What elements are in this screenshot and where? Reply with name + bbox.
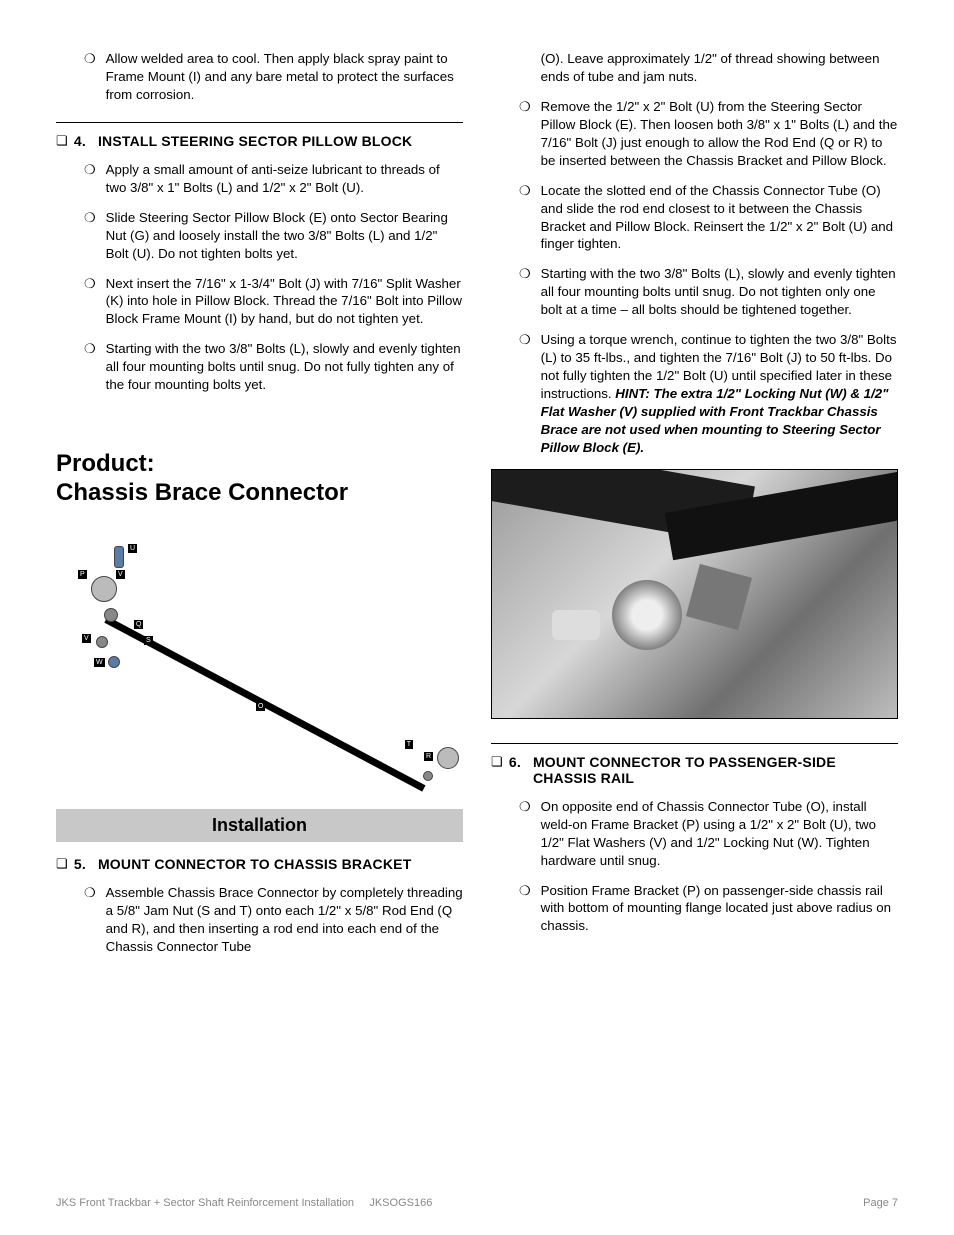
section-divider <box>56 122 463 123</box>
circle-bullet-icon: ❍ <box>84 275 96 329</box>
checkbox-icon: ❏ <box>56 856 68 872</box>
bullet-text: Locate the slotted end of the Chassis Co… <box>541 182 898 254</box>
list-item: ❍Slide Steering Sector Pillow Block (E) … <box>56 209 463 263</box>
list-item: ❍On opposite end of Chassis Connector Tu… <box>491 798 898 870</box>
installation-section-bar: Installation <box>56 809 463 842</box>
list-item: ❍ Allow welded area to cool. Then apply … <box>56 50 463 104</box>
section-divider <box>491 743 898 744</box>
photo-element <box>552 610 600 640</box>
bullet-text: Using a torque wrench, continue to tight… <box>541 331 898 457</box>
list-item: ❍ Remove the 1/2" x 2" Bolt (U) from the… <box>491 98 898 170</box>
photo-element <box>686 564 752 630</box>
step-6-heading: ❏ 6. MOUNT CONNECTOR TO PASSENGER-SIDE C… <box>491 754 898 786</box>
list-item: ❍ Starting with the two 3/8" Bolts (L), … <box>491 265 898 319</box>
diagram-label: P <box>78 570 87 579</box>
bolt-icon <box>114 546 124 568</box>
list-item: ❍Starting with the two 3/8" Bolts (L), s… <box>56 340 463 394</box>
step-6-bullets: ❍On opposite end of Chassis Connector Tu… <box>491 798 898 936</box>
connector-diagram: U P V V W Q S O T R <box>56 516 463 791</box>
diagram-label: U <box>128 544 137 553</box>
page-footer: JKS Front Trackbar + Sector Shaft Reinfo… <box>56 1197 898 1209</box>
step-title: MOUNT CONNECTOR TO PASSENGER-SIDE CHASSI… <box>533 754 898 786</box>
diagram-label: V <box>116 570 125 579</box>
bullet-text: On opposite end of Chassis Connector Tub… <box>541 798 898 870</box>
bullet-text: Position Frame Bracket (P) on passenger-… <box>541 882 898 936</box>
washer-icon <box>423 771 433 781</box>
bracket-icon <box>91 576 117 602</box>
diagram-label: O <box>256 702 265 711</box>
circle-bullet-icon: ❍ <box>519 182 531 254</box>
right-column: ❍ (O). Leave approximately 1/2" of threa… <box>491 50 898 967</box>
bullet-text: Apply a small amount of anti-seize lubri… <box>106 161 463 197</box>
bullet-text: Starting with the two 3/8" Bolts (L), sl… <box>106 340 463 394</box>
installation-photo <box>491 469 898 719</box>
bullet-text: Remove the 1/2" x 2" Bolt (U) from the S… <box>541 98 898 170</box>
product-heading: Product: Chassis Brace Connector <box>56 450 463 508</box>
bullet-text: (O). Leave approximately 1/2" of thread … <box>541 50 898 86</box>
bullet-text: Slide Steering Sector Pillow Block (E) o… <box>106 209 463 263</box>
diagram-label: S <box>144 636 153 645</box>
bullet-text: Next insert the 7/16" x 1-3/4" Bolt (J) … <box>106 275 463 329</box>
circle-bullet-icon: ❍ <box>519 331 531 457</box>
checkbox-icon: ❏ <box>491 754 503 786</box>
list-item: ❍ Using a torque wrench, continue to tig… <box>491 331 898 457</box>
diagram-label: R <box>424 752 433 761</box>
list-item-continuation: ❍ (O). Leave approximately 1/2" of threa… <box>491 50 898 86</box>
list-item: ❍Assemble Chassis Brace Connector by com… <box>56 884 463 956</box>
circle-bullet-icon: ❍ <box>84 50 96 104</box>
left-column: ❍ Allow welded area to cool. Then apply … <box>56 50 463 967</box>
step-number: 6. <box>509 754 521 786</box>
two-column-layout: ❍ Allow welded area to cool. Then apply … <box>56 50 898 967</box>
footer-left: JKS Front Trackbar + Sector Shaft Reinfo… <box>56 1197 432 1209</box>
list-item: ❍ Locate the slotted end of the Chassis … <box>491 182 898 254</box>
circle-bullet-icon: ❍ <box>519 98 531 170</box>
product-heading-line2: Chassis Brace Connector <box>56 479 463 508</box>
circle-bullet-icon: ❍ <box>519 265 531 319</box>
washer-icon <box>96 636 108 648</box>
product-heading-line1: Product: <box>56 450 463 479</box>
bullet-text: Assemble Chassis Brace Connector by comp… <box>106 884 463 956</box>
diagram-label: W <box>94 658 105 667</box>
checkbox-icon: ❏ <box>56 133 68 149</box>
step-4-heading: ❏ 4. INSTALL STEERING SECTOR PILLOW BLOC… <box>56 133 463 149</box>
circle-bullet-icon: ❍ <box>519 882 531 936</box>
step-5-heading: ❏ 5. MOUNT CONNECTOR TO CHASSIS BRACKET <box>56 856 463 872</box>
nut-icon <box>108 656 120 668</box>
footer-doc-code: JKSOGS166 <box>369 1197 432 1209</box>
diagram-label: T <box>405 740 413 749</box>
list-item: ❍Next insert the 7/16" x 1-3/4" Bolt (J)… <box>56 275 463 329</box>
circle-bullet-icon: ❍ <box>84 340 96 394</box>
list-item: ❍ Apply a small amount of anti-seize lubr… <box>56 161 463 197</box>
footer-page-number: Page 7 <box>863 1197 898 1209</box>
circle-bullet-icon: ❍ <box>519 798 531 870</box>
washer-icon <box>104 608 118 622</box>
step-title: INSTALL STEERING SECTOR PILLOW BLOCK <box>98 133 463 149</box>
step-number: 5. <box>74 856 86 872</box>
photo-element <box>612 580 682 650</box>
step-4-bullets: ❍ Apply a small amount of anti-seize lubr… <box>56 161 463 394</box>
diagram-label: Q <box>134 620 143 629</box>
circle-bullet-icon: ❍ <box>84 884 96 956</box>
diagram-label: V <box>82 634 91 643</box>
rod-end-icon <box>437 747 459 769</box>
circle-bullet-icon: ❍ <box>84 161 96 197</box>
circle-bullet-icon: ❍ <box>84 209 96 263</box>
list-item: ❍Position Frame Bracket (P) on passenger… <box>491 882 898 936</box>
step-number: 4. <box>74 133 86 149</box>
footer-doc-title: JKS Front Trackbar + Sector Shaft Reinfo… <box>56 1197 354 1209</box>
step-5-bullets: ❍Assemble Chassis Brace Connector by com… <box>56 884 463 956</box>
bullet-text: Starting with the two 3/8" Bolts (L), sl… <box>541 265 898 319</box>
step-title: MOUNT CONNECTOR TO CHASSIS BRACKET <box>98 856 463 872</box>
bullet-text: Allow welded area to cool. Then apply bl… <box>106 50 463 104</box>
